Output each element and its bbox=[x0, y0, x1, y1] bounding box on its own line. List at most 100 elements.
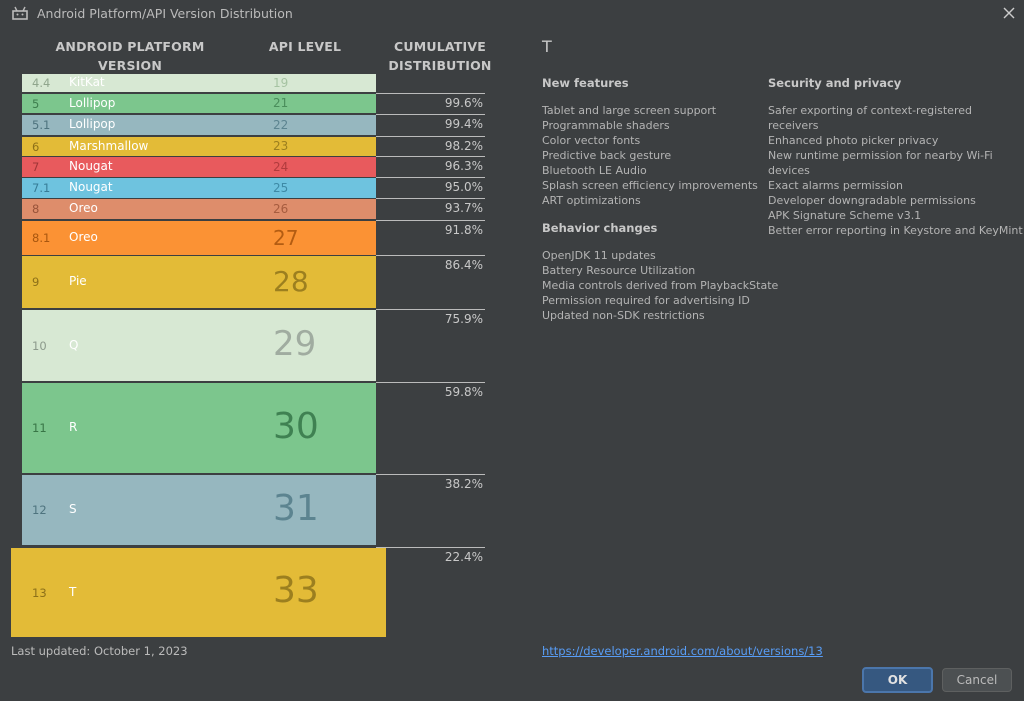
row-api-level: 29 bbox=[273, 324, 317, 365]
list-item: Permission required for advertising ID bbox=[542, 294, 750, 307]
row-codename: Nougat bbox=[69, 180, 113, 194]
cumulative-divider bbox=[376, 177, 485, 178]
table-row[interactable]: 7.1 Nougat 25 bbox=[22, 178, 376, 198]
list-item: Safer exporting of context-registered re… bbox=[768, 104, 972, 132]
behavior-changes-list: OpenJDK 11 updates Battery Resource Utili… bbox=[542, 248, 778, 323]
list-item: Better error reporting in Keystore and K… bbox=[768, 224, 1023, 237]
cumulative-divider bbox=[376, 114, 485, 115]
list-item: Exact alarms permission bbox=[768, 179, 903, 192]
row-version: 10 bbox=[32, 338, 47, 353]
table-row[interactable]: 8.1 Oreo 27 bbox=[22, 221, 376, 255]
row-api-level: 27 bbox=[273, 225, 299, 250]
row-codename: Oreo bbox=[69, 201, 98, 215]
cumulative-value: 99.6% bbox=[444, 96, 483, 110]
cumulative-divider bbox=[376, 136, 485, 137]
table-row[interactable]: 5 Lollipop 21 bbox=[22, 94, 376, 113]
list-item: Tablet and large screen support bbox=[542, 104, 717, 117]
row-codename: Lollipop bbox=[69, 117, 116, 131]
row-version: 5 bbox=[32, 96, 40, 111]
cumulative-value: 38.2% bbox=[444, 477, 483, 491]
cumulative-value: 98.2% bbox=[444, 139, 483, 153]
row-version: 4.4 bbox=[32, 76, 51, 90]
cumulative-value: 93.7% bbox=[444, 201, 483, 215]
cumulative-value: 96.3% bbox=[444, 159, 483, 173]
list-item: Splash screen efficiency improvements bbox=[542, 179, 758, 192]
row-codename: Pie bbox=[69, 274, 87, 288]
table-row[interactable]: 9 Pie 28 bbox=[22, 256, 376, 308]
row-api-level: 30 bbox=[273, 405, 319, 447]
row-version: 5.1 bbox=[32, 118, 51, 132]
row-codename: R bbox=[69, 420, 78, 434]
row-version: 7 bbox=[32, 160, 40, 174]
list-item: Bluetooth LE Audio bbox=[542, 164, 647, 177]
cumulative-divider bbox=[376, 220, 485, 221]
row-api-level: 21 bbox=[273, 96, 289, 111]
behavior-changes-heading: Behavior changes bbox=[542, 221, 658, 235]
list-item: ART optimizations bbox=[542, 194, 641, 207]
list-item: Enhanced photo picker privacy bbox=[768, 134, 939, 147]
table-row[interactable]: 13 T 33 bbox=[11, 548, 386, 637]
close-icon bbox=[1003, 7, 1015, 19]
row-codename: S bbox=[69, 502, 77, 516]
row-codename: Lollipop bbox=[69, 95, 116, 110]
table-row[interactable]: 12 S 31 bbox=[22, 475, 376, 545]
cumulative-value: 22.4% bbox=[444, 550, 483, 564]
row-codename: Marshmallow bbox=[69, 138, 149, 153]
row-version: 11 bbox=[32, 421, 47, 435]
table-row[interactable]: 5.1 Lollipop 22 bbox=[22, 115, 376, 135]
list-item: APK Signature Scheme v3.1 bbox=[768, 209, 922, 222]
cumulative-divider bbox=[376, 156, 485, 157]
security-list: Safer exporting of context-registered re… bbox=[768, 103, 1024, 238]
row-version: 8 bbox=[32, 202, 40, 216]
cumulative-value: 86.4% bbox=[444, 258, 483, 272]
list-item: Developer downgradable permissions bbox=[768, 194, 976, 207]
cumulative-value: 95.0% bbox=[444, 180, 483, 194]
cumulative-value: 75.9% bbox=[444, 312, 483, 326]
list-item: Color vector fonts bbox=[542, 134, 641, 147]
table-row[interactable]: 11 R 30 bbox=[22, 383, 376, 473]
row-codename: KitKat bbox=[69, 75, 105, 89]
row-version: 8.1 bbox=[32, 231, 51, 245]
table-row[interactable]: 4.4 KitKat 19 bbox=[22, 74, 376, 92]
cumulative-divider bbox=[376, 547, 485, 548]
cancel-button[interactable]: Cancel bbox=[942, 668, 1012, 692]
row-api-level: 23 bbox=[273, 139, 289, 154]
android-icon bbox=[12, 6, 28, 20]
new-features-list: Tablet and large screen support Programma… bbox=[542, 103, 758, 208]
new-features-heading: New features bbox=[542, 76, 629, 90]
table-row[interactable]: 8 Oreo 26 bbox=[22, 199, 376, 219]
row-version: 12 bbox=[32, 503, 47, 517]
security-heading: Security and privacy bbox=[768, 76, 902, 90]
row-api-level: 22 bbox=[273, 117, 289, 132]
row-api-level: 33 bbox=[273, 570, 319, 612]
last-updated-label: Last updated: October 1, 2023 bbox=[11, 644, 188, 658]
list-item: Battery Resource Utilization bbox=[542, 264, 696, 277]
header-cumulative: CUMULATIVE DISTRIBUTION bbox=[388, 39, 492, 73]
row-codename: Oreo bbox=[69, 230, 98, 244]
list-item: Updated non-SDK restrictions bbox=[542, 309, 705, 322]
table-row[interactable]: 7 Nougat 24 bbox=[22, 157, 376, 177]
list-item: Media controls derived from PlaybackStat… bbox=[542, 279, 779, 292]
cumulative-divider bbox=[376, 474, 485, 475]
row-version: 9 bbox=[32, 275, 40, 289]
cumulative-value: 91.8% bbox=[444, 223, 483, 237]
cumulative-divider bbox=[376, 93, 485, 94]
cumulative-divider bbox=[376, 309, 485, 310]
row-api-level: 28 bbox=[273, 264, 309, 298]
window-title: Android Platform/API Version Distributio… bbox=[37, 6, 293, 21]
row-version: 6 bbox=[32, 139, 40, 154]
list-item: Predictive back gesture bbox=[542, 149, 672, 162]
cumulative-divider bbox=[376, 382, 485, 383]
table-row[interactable]: 6 Marshmallow 23 bbox=[22, 137, 376, 156]
ok-button[interactable]: OK bbox=[862, 667, 933, 693]
list-item: OpenJDK 11 updates bbox=[542, 249, 656, 262]
row-version: 7.1 bbox=[32, 181, 51, 195]
cumulative-value: 99.4% bbox=[444, 117, 483, 131]
cumulative-divider bbox=[376, 255, 485, 256]
table-row[interactable]: 10 Q 29 bbox=[22, 310, 376, 381]
close-button[interactable] bbox=[998, 3, 1020, 23]
cumulative-value: 59.8% bbox=[444, 385, 483, 399]
row-codename: Q bbox=[69, 337, 79, 352]
version-link[interactable]: https://developer.android.com/about/vers… bbox=[542, 644, 823, 658]
row-api-level: 24 bbox=[273, 159, 289, 174]
